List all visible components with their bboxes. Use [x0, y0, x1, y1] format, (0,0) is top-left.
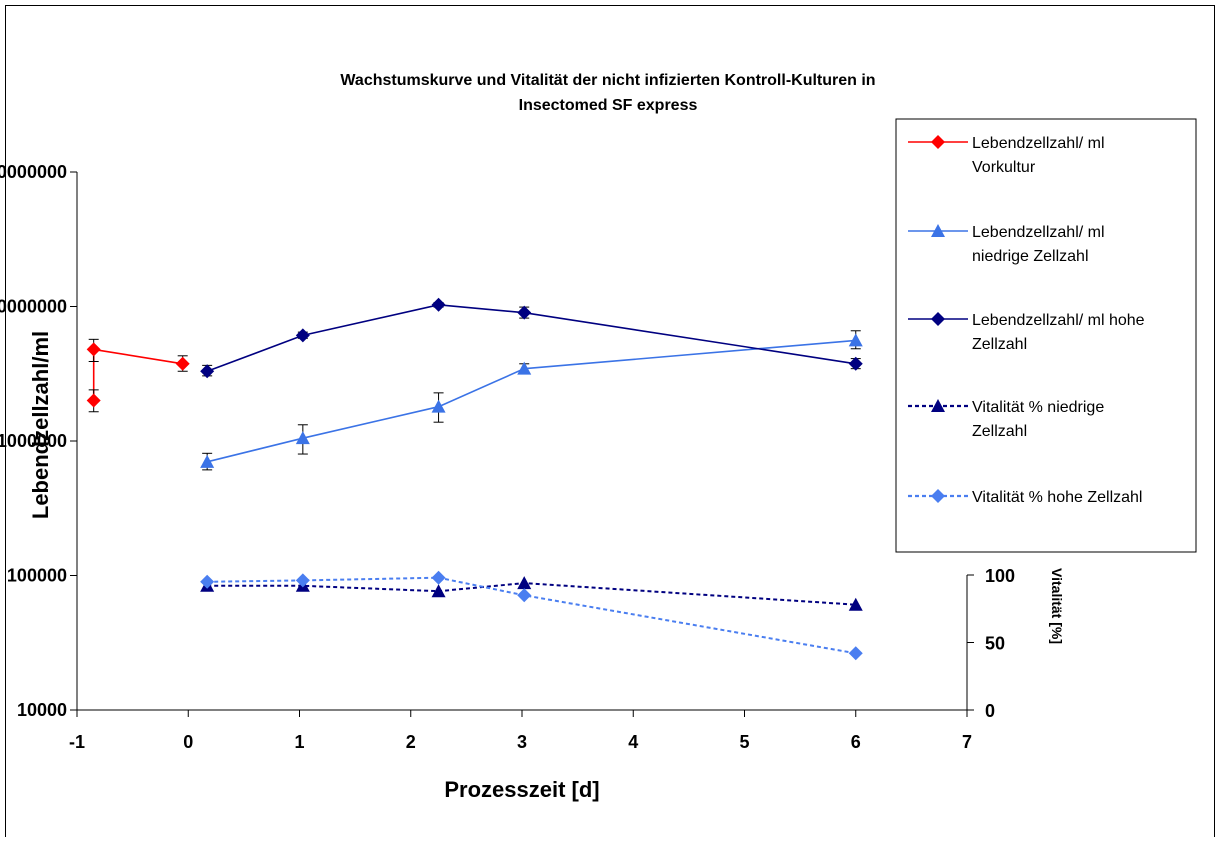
data-point: [431, 584, 446, 598]
data-point: [517, 588, 532, 603]
legend-label: Zellzahl: [972, 423, 1027, 440]
y2-tick-label: 0: [985, 701, 995, 721]
legend-label: Lebendzellzahl/ ml: [972, 224, 1105, 241]
axes-layer: -101234567100001000001000000100000001000…: [0, 162, 1015, 752]
legend-label: Vorkultur: [972, 159, 1036, 176]
data-point: [848, 356, 863, 371]
chart-title-line1: Wachstumskurve und Vitalität der nicht i…: [340, 72, 875, 89]
data-point: [517, 361, 532, 375]
y-tick-label: 10000: [17, 700, 67, 720]
legend-marker: [931, 224, 945, 237]
x-axis-title: Prozesszeit [d]: [444, 777, 599, 802]
data-point: [200, 454, 215, 468]
data-point: [517, 576, 532, 590]
x-tick-label: 7: [962, 732, 972, 752]
x-tick-label: 5: [739, 732, 749, 752]
x-tick-label: 1: [294, 732, 304, 752]
data-point: [848, 597, 863, 611]
legend-marker: [931, 489, 945, 503]
legend-label: niedrige Zellzahl: [972, 248, 1089, 265]
data-point: [431, 399, 446, 413]
x-tick-label: 3: [517, 732, 527, 752]
y2-tick-label: 100: [985, 566, 1015, 586]
data-point: [200, 574, 215, 589]
data-point: [431, 297, 446, 312]
y-tick-label: 1000000: [0, 431, 67, 451]
data-point: [295, 328, 310, 343]
data-point: [175, 356, 190, 371]
data-point: [848, 646, 863, 661]
legend-marker: [931, 312, 945, 326]
legend-label: Vitalität % hohe Zellzahl: [972, 489, 1142, 506]
y-tick-label: 100000: [7, 566, 67, 586]
data-point: [517, 305, 532, 320]
x-tick-label: 2: [406, 732, 416, 752]
chart-title-line2: Insectomed SF express: [519, 97, 698, 114]
legend: Lebendzellzahl/ ml Vorkultur Lebendzellzah…: [895, 118, 1197, 553]
legend-label: Lebendzellzahl/ ml: [972, 135, 1105, 152]
y2-tick-label: 50: [985, 634, 1005, 654]
data-point: [848, 333, 863, 347]
legend-marker: [931, 135, 945, 149]
legend-marker: [931, 399, 945, 412]
marks-layer: [86, 297, 863, 661]
series-line-0: [92, 348, 183, 401]
legend-label: Lebendzellzahl/ ml hohe: [972, 312, 1145, 329]
x-tick-label: 6: [851, 732, 861, 752]
legend-label: Zellzahl: [972, 336, 1027, 353]
data-point: [86, 342, 101, 357]
legend-label: Vitalität % niedrige: [972, 399, 1104, 416]
y2-axis-title: Vitalität [%]: [1049, 568, 1065, 644]
x-tick-label: -1: [69, 732, 85, 752]
data-point: [295, 431, 310, 445]
data-point: [431, 570, 446, 585]
data-point: [86, 393, 101, 408]
data-point: [200, 364, 215, 379]
x-tick-label: 4: [628, 732, 638, 752]
x-tick-label: 0: [183, 732, 193, 752]
data-point: [295, 573, 310, 588]
y-axis-title: Lebendzellzahl/ml: [28, 331, 53, 519]
legend-box: [895, 118, 1197, 553]
